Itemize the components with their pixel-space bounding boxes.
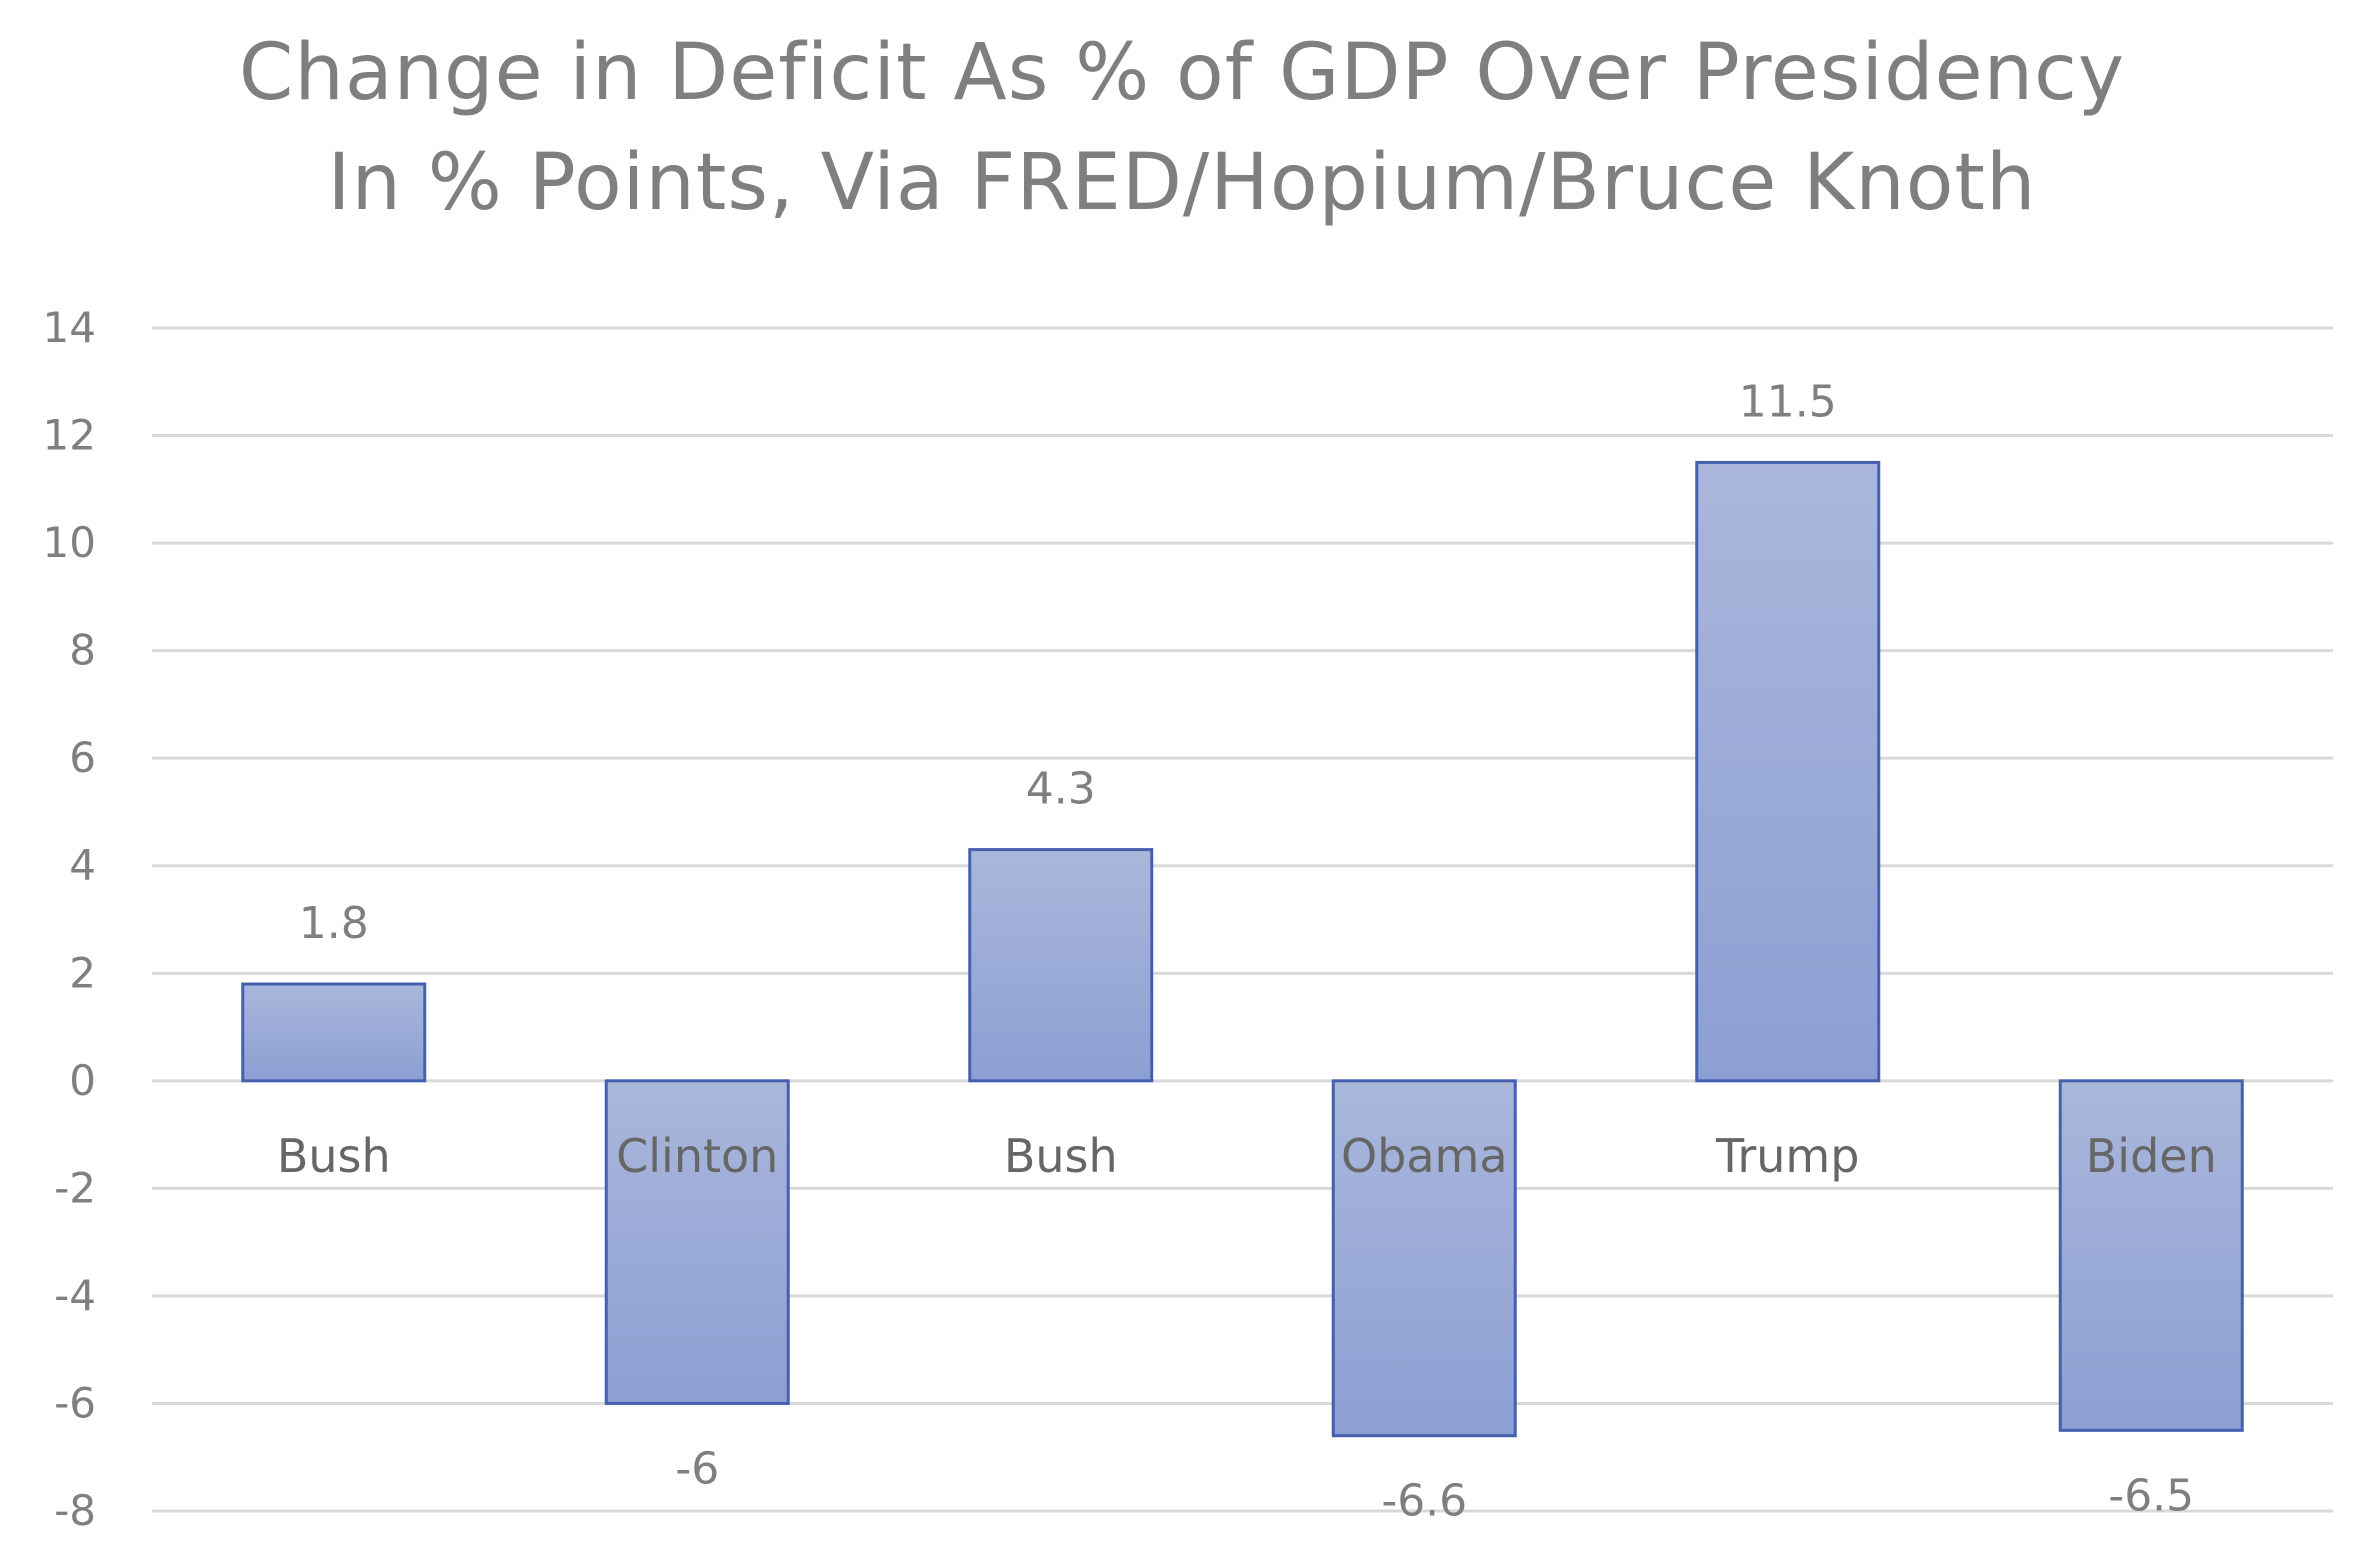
- y-tick-label: 4: [69, 841, 96, 890]
- data-label: -6: [675, 1443, 719, 1494]
- category-label: Biden: [2086, 1129, 2217, 1183]
- bar: [1331, 1079, 1517, 1438]
- data-label: -6.6: [1381, 1476, 1467, 1527]
- bar: [968, 848, 1154, 1083]
- y-tick-label: -4: [54, 1271, 96, 1320]
- bar: [604, 1079, 790, 1405]
- y-tick-label: 12: [43, 411, 96, 460]
- y-tick-label: 6: [69, 733, 96, 782]
- y-tick-label: -8: [54, 1486, 96, 1535]
- y-tick-label: 0: [69, 1056, 96, 1105]
- y-tick-label: -2: [54, 1163, 96, 1212]
- y-tick-label: 10: [43, 518, 96, 567]
- y-tick-label: 14: [43, 303, 96, 352]
- data-label: 1.8: [299, 898, 369, 949]
- y-tick-label: 2: [69, 948, 96, 997]
- category-label: Obama: [1341, 1129, 1508, 1183]
- category-label: Bush: [277, 1129, 391, 1183]
- bars: [241, 460, 2244, 1438]
- bar: [241, 982, 427, 1083]
- data-label: 11.5: [1739, 376, 1837, 427]
- y-tick-label: 8: [69, 626, 96, 675]
- category-label: Trump: [1715, 1129, 1859, 1183]
- data-label: -6.5: [2108, 1470, 2194, 1521]
- category-label: Bush: [1004, 1129, 1118, 1183]
- gridlines: [152, 326, 2333, 1513]
- bar: [1695, 460, 1881, 1083]
- bar: [2058, 1079, 2244, 1432]
- category-labels: Bush Clinton Bush Obama Trump Biden: [277, 1129, 2217, 1183]
- chart-subtitle: In % Points, Via FRED/Hopium/Bruce Knoth: [327, 138, 2037, 228]
- data-labels: 1.8 -6 4.3 -6.6 11.5 -6.5: [299, 376, 2194, 1526]
- data-label: 4.3: [1026, 764, 1096, 815]
- y-axis-ticks: 14 12 10 8 6 4 2 0 -2 -4 -6 -8: [43, 303, 96, 1535]
- category-label: Clinton: [616, 1129, 778, 1183]
- y-tick-label: -6: [54, 1378, 96, 1427]
- chart-title: Change in Deficit As % of GDP Over Presi…: [238, 28, 2126, 118]
